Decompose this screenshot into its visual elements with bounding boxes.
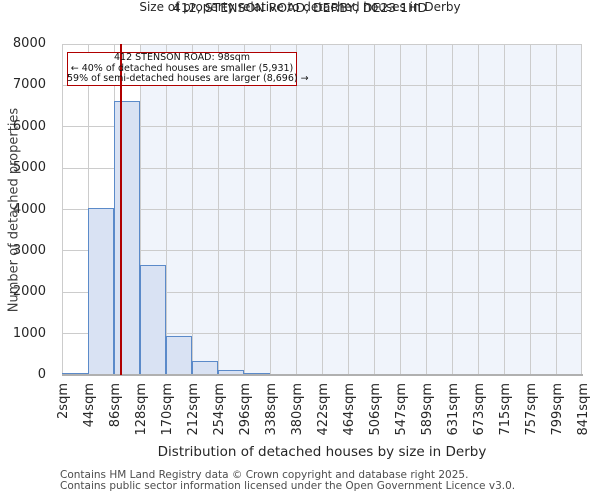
histogram-bar: [192, 361, 218, 375]
plot-area: [62, 43, 582, 375]
y-tick-label: 0: [37, 367, 46, 382]
annotation-box: [67, 52, 297, 86]
v-gridline: [556, 44, 557, 375]
annotation-line-3: 59% of semi-detached houses are larger (…: [67, 73, 309, 84]
y-tick-label: 8000: [12, 36, 46, 51]
v-gridline: [478, 44, 479, 375]
chart-title: 412, STENSON ROAD, DERBY, DE23 1HD: [172, 0, 428, 15]
v-gridline: [270, 44, 271, 375]
v-gridline: [166, 44, 167, 375]
y-tick-label: 6000: [12, 118, 46, 134]
v-gridline: [504, 44, 505, 375]
y-tick-label: 4000: [12, 201, 46, 217]
v-gridline: [426, 44, 427, 375]
y-tick-label: 1000: [12, 325, 46, 341]
histogram-bar: [140, 265, 166, 375]
y-tick-label: 5000: [12, 160, 46, 176]
v-gridline: [348, 44, 349, 375]
property-size-marker-line: [120, 44, 122, 375]
v-gridline: [62, 44, 63, 375]
v-gridline: [140, 44, 141, 375]
footer: Contains HM Land Registry data © Crown c…: [60, 470, 600, 492]
histogram-bar: [114, 100, 140, 375]
y-tick-label: 3000: [12, 242, 46, 258]
histogram-bar: [62, 372, 88, 375]
y-tick-label: 7000: [12, 77, 46, 93]
annotation-line-2: ← 40% of detached houses are smaller (5,…: [70, 62, 294, 74]
v-gridline: [218, 44, 219, 375]
histogram-bar: [88, 208, 114, 375]
v-gridline: [452, 44, 453, 375]
x-axis-line: [62, 374, 583, 376]
annotation-line-1: 412 STENSON ROAD: 98sqm: [114, 52, 250, 63]
y-tick-label: 2000: [12, 284, 46, 300]
v-gridline: [192, 44, 193, 375]
annotation-text: 412 STENSON ROAD: 98sqm ← 40% of detache…: [67, 52, 309, 85]
v-gridline: [296, 44, 297, 375]
v-gridline: [374, 44, 375, 375]
x-axis-label: Distribution of detached houses by size …: [157, 444, 487, 460]
v-gridline: [244, 44, 245, 375]
v-gridline: [322, 44, 323, 375]
histogram-bar: [166, 335, 192, 375]
chart-subtitle: Size of property relative to detached ho…: [139, 0, 461, 14]
v-gridline: [400, 44, 401, 375]
histogram-bar: [218, 370, 244, 375]
footer-line-2: Contains public sector information licen…: [60, 480, 516, 492]
histogram-bar: [244, 372, 270, 375]
footer-line-1: Contains HM Land Registry data © Crown c…: [60, 469, 469, 481]
v-gridline: [530, 44, 531, 375]
v-gridline: [581, 44, 582, 375]
